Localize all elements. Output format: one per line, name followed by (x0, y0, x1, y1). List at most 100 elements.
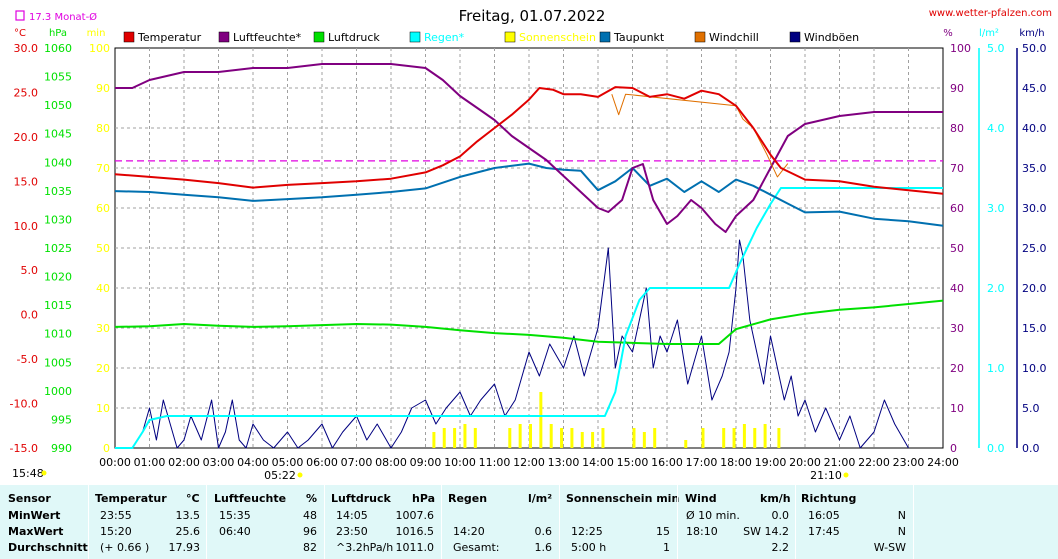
x-tick-label: 05:00 (272, 456, 304, 469)
sunshine-bar (453, 428, 457, 448)
temperature-time: 15:20 (100, 525, 132, 538)
source-label: www.wetter-pfalzen.com (929, 8, 1052, 19)
wind-tick-label: 35.0 (1022, 162, 1047, 175)
pressure-time: 23:50 (336, 525, 368, 538)
legend-swatch (409, 31, 421, 43)
rain-time: 14:20 (453, 525, 485, 538)
legend-swatch (694, 31, 706, 43)
sunshine-tick-label: 10 (96, 402, 110, 415)
temperature-tick-label: -10.0 (10, 398, 38, 411)
sunrise-marker (297, 472, 303, 478)
direction-header: Richtung (801, 492, 857, 505)
x-tick-label: 16:00 (651, 456, 683, 469)
humidity-tick-label: 10 (950, 402, 964, 415)
pressure-unit: hPa (412, 492, 436, 505)
humidity-unit: % (306, 492, 318, 505)
wind-tick-label: 0.0 (1022, 442, 1040, 455)
humidity-tick-label: 20 (950, 362, 964, 375)
rain-header: Regen (448, 492, 488, 505)
x-tick-label: 19:00 (755, 456, 787, 469)
humidity-unit: % (943, 28, 953, 39)
series-line-temperatur (114, 86, 944, 195)
sunshine-bar (473, 428, 477, 448)
pressure-time: ^3.2hPa/h (336, 541, 394, 554)
pressure-time: 14:05 (336, 509, 368, 522)
rain-tick-label: 3.0 (987, 202, 1005, 215)
sunshine-bar (529, 424, 532, 448)
legend-label: Windchill (709, 31, 759, 44)
sunshine-time: 12:25 (571, 525, 603, 538)
chart-title: Freitag, 01.07.2022 (459, 7, 606, 25)
x-tick-label: 13:00 (548, 456, 580, 469)
sunset-marker (843, 472, 849, 478)
temperature-unit: °C (186, 492, 200, 505)
series-line-luftfeuchte (115, 63, 943, 233)
x-tick-label: 21:00 (824, 456, 856, 469)
direction-value: N (897, 525, 906, 538)
x-tick-label: 07:00 (341, 456, 373, 469)
humidity-tick-label: 90 (950, 82, 964, 95)
x-tick-label: 00:00 (99, 456, 131, 469)
x-tick-label: 10:00 (444, 456, 476, 469)
monthly-avg-swatch (15, 10, 25, 21)
sunshine-bar (632, 428, 636, 448)
sunshine-value: 1 (663, 541, 670, 554)
humidity-tick-label: 30 (950, 322, 964, 335)
humidity-tick-label: 60 (950, 202, 964, 215)
pressure-value: 1007.6 (395, 509, 435, 522)
temperature-unit: °C (14, 28, 26, 39)
wind-value: 2.2 (771, 541, 790, 554)
statistics-table: Sensor Temperatur °C Luftfeuchte % Luftd… (0, 485, 1058, 559)
direction-time: 17:45 (808, 525, 840, 538)
humidity-time: 06:40 (219, 525, 251, 538)
humidity-tick-label: 70 (950, 162, 964, 175)
pressure-tick-label: 995 (51, 413, 72, 426)
x-tick-label: 20:00 (789, 456, 821, 469)
rain-unit: l/m² (528, 492, 553, 505)
sunshine-tick-label: 80 (96, 122, 110, 135)
sunshine-bar (777, 428, 781, 448)
legend-label: Sonnenschein (519, 31, 596, 44)
sunshine-bar (601, 428, 605, 448)
rain-value: 1.6 (534, 541, 553, 554)
x-tick-label: 24:00 (927, 456, 959, 469)
series-line-regen (115, 187, 943, 449)
pressure-tick-label: 1000 (44, 385, 72, 398)
pressure-tick-label: 1015 (44, 299, 72, 312)
series-line-taupunkt (114, 162, 944, 227)
wind-tick-label: 5.0 (1022, 402, 1040, 415)
minutes-unit: min (87, 28, 106, 39)
pressure-tick-label: 1055 (44, 71, 72, 84)
humidity-tick-label: 40 (950, 282, 964, 295)
sunshine-bar (549, 424, 553, 448)
sunshine-tick-label: 0 (103, 442, 110, 455)
pressure-header: Luftdruck (331, 492, 391, 505)
start-time-label: 15:48 (12, 467, 44, 480)
legend-label: Luftfeuchte* (233, 31, 302, 44)
pressure-tick-label: 1030 (44, 213, 72, 226)
x-tick-label: 17:00 (686, 456, 718, 469)
sunshine-bar (722, 428, 726, 448)
temperature-value: 13.5 (175, 509, 201, 522)
x-tick-label: 22:00 (858, 456, 890, 469)
legend-label: Temperatur (137, 31, 202, 44)
humidity-value: 48 (303, 509, 317, 522)
direction-value: W-SW (873, 541, 906, 554)
humidity-header: Luftfeuchte (214, 492, 287, 505)
humidity-tick-label: 50 (950, 242, 964, 255)
temperature-tick-label: 25.0 (14, 86, 39, 99)
row-label: MinWert (8, 509, 61, 522)
row-label: Durchschnitt (8, 541, 88, 554)
x-tick-label: 14:00 (582, 456, 614, 469)
pressure-tick-label: 1040 (44, 156, 72, 169)
temperature-tick-label: 5.0 (21, 264, 39, 277)
humidity-time: 15:35 (219, 509, 251, 522)
sunshine-bar (732, 428, 736, 448)
x-tick-label: 08:00 (375, 456, 407, 469)
x-tick-label: 15:00 (617, 456, 649, 469)
temperature-time: 23:55 (100, 509, 132, 522)
sunshine-bar (753, 428, 757, 448)
x-tick-label: 12:00 (513, 456, 545, 469)
sunshine-bar (539, 392, 543, 448)
series-line-luftdruck (114, 299, 944, 345)
